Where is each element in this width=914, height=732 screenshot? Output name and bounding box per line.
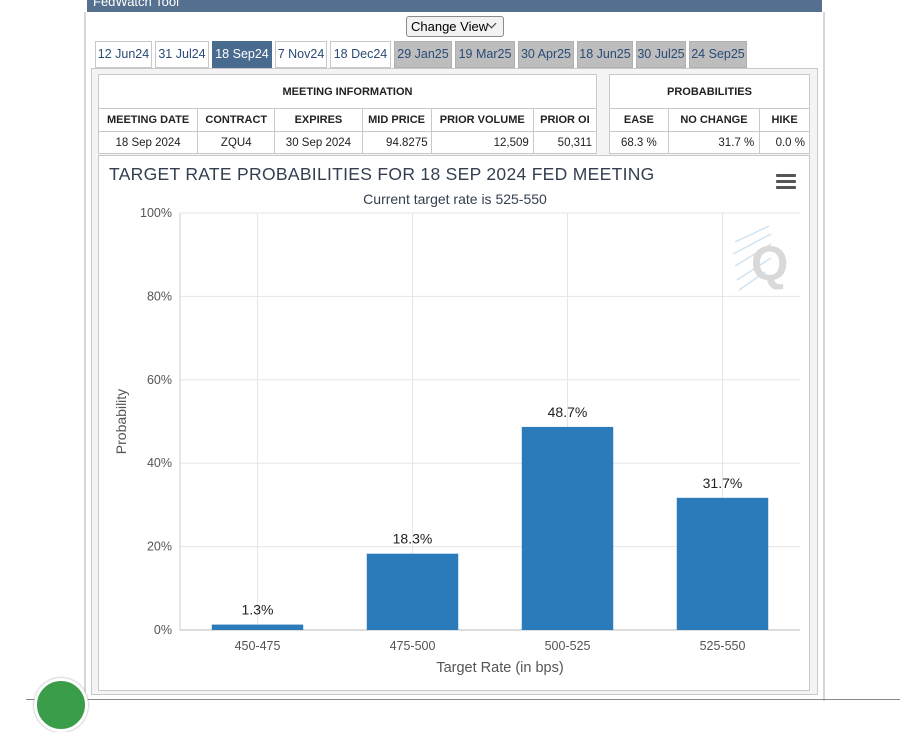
tab-31-jul24[interactable]: 31 Jul24: [155, 41, 209, 68]
floating-action-button[interactable]: [34, 678, 88, 732]
col-prior-oi: PRIOR OI: [532, 108, 598, 132]
x-tick-label: 525-550: [700, 639, 746, 653]
y-tick-label: 100%: [140, 206, 172, 220]
data-label-475-500: 18.3%: [393, 531, 433, 547]
change-view-label: Change View: [411, 19, 489, 34]
bar-500-525: [521, 426, 614, 630]
cell-contract: ZQU4: [197, 131, 276, 154]
cell-prior-volume: 12,509: [430, 131, 534, 154]
data-label-500-525: 48.7%: [548, 404, 588, 420]
data-label-525-550: 31.7%: [703, 475, 743, 491]
change-view-button[interactable]: Change View: [406, 16, 504, 37]
x-tick-label: 450-475: [235, 639, 281, 653]
tab-18-jun25[interactable]: 18 Jun25: [577, 41, 633, 68]
cell-prior-oi: 50,311: [532, 131, 598, 154]
cell-no-change: 31.7 %: [667, 131, 761, 154]
tab-18-sep24[interactable]: 18 Sep24: [212, 41, 272, 68]
chart-container: TARGET RATE PROBABILITIES FOR 18 SEP 202…: [98, 155, 810, 691]
bar-525-550: [676, 497, 769, 630]
col-contract: CONTRACT: [197, 108, 276, 132]
y-tick-label: 40%: [147, 456, 172, 470]
col-prior-volume: PRIOR VOLUME: [430, 108, 534, 132]
chart-title: TARGET RATE PROBABILITIES FOR 18 SEP 202…: [109, 164, 655, 184]
probabilities-table: PROBABILITIES EASE NO CHANGE HIKE 68.3 %…: [609, 74, 810, 154]
col-ease: EASE: [609, 108, 669, 132]
meeting-info-table: MEETING INFORMATION MEETING DATE CONTRAC…: [97, 74, 598, 154]
data-label-450-475: 1.3%: [242, 602, 274, 618]
tab-30-jul25[interactable]: 30 Jul25: [636, 41, 686, 68]
bar-450-475: [211, 624, 304, 630]
bottom-divider: [26, 699, 900, 700]
chart-subtitle: Current target rate is 525-550: [363, 191, 547, 207]
x-axis-title: Target Rate (in bps): [436, 660, 563, 676]
tab-24-sep25[interactable]: 24 Sep25: [689, 41, 747, 68]
meeting-info-title: MEETING INFORMATION: [98, 74, 597, 109]
y-tick-label: 80%: [147, 289, 172, 303]
tab-12-jun24[interactable]: 12 Jun24: [95, 41, 152, 68]
col-no-change: NO CHANGE: [667, 108, 761, 132]
chart-menu-icon[interactable]: [776, 174, 796, 190]
cell-ease: 68.3 %: [609, 131, 669, 154]
y-tick-label: 60%: [147, 373, 172, 387]
svg-text:Q: Q: [751, 238, 788, 291]
col-meeting-date: MEETING DATE: [97, 108, 199, 132]
cell-mid-price: 94.8275: [361, 131, 432, 154]
x-tick-label: 475-500: [390, 639, 436, 653]
tab-29-jan25[interactable]: 29 Jan25: [394, 41, 452, 68]
y-tick-label: 20%: [147, 540, 172, 554]
x-tick-label: 500-525: [545, 639, 591, 653]
top-header-bar: FedWatch Tool: [87, 0, 822, 12]
bar-chart: 0% 20% 40% 60% 80% 100% 1.3% 450-475 18.3% 475-50…: [113, 206, 800, 676]
cell-hike: 0.0 %: [759, 131, 810, 154]
quikstrike-logo-icon: Q: [732, 225, 788, 291]
cell-expires: 30 Sep 2024: [274, 131, 363, 154]
y-axis-title: Probability: [113, 389, 129, 454]
probabilities-title: PROBABILITIES: [609, 74, 810, 109]
cell-meeting-date: 18 Sep 2024: [97, 131, 199, 154]
tab-30-apr25[interactable]: 30 Apr25: [518, 41, 574, 68]
y-tick-label: 0%: [154, 623, 172, 637]
bar-475-500: [366, 553, 459, 630]
tab-18-dec24[interactable]: 18 Dec24: [330, 41, 391, 68]
col-expires: EXPIRES: [274, 108, 363, 132]
tab-19-mar25[interactable]: 19 Mar25: [455, 41, 515, 68]
col-hike: HIKE: [759, 108, 810, 132]
header-title: FedWatch Tool: [93, 0, 179, 9]
tab-7-nov24[interactable]: 7 Nov24: [275, 41, 327, 68]
col-mid-price: MID PRICE: [361, 108, 432, 132]
